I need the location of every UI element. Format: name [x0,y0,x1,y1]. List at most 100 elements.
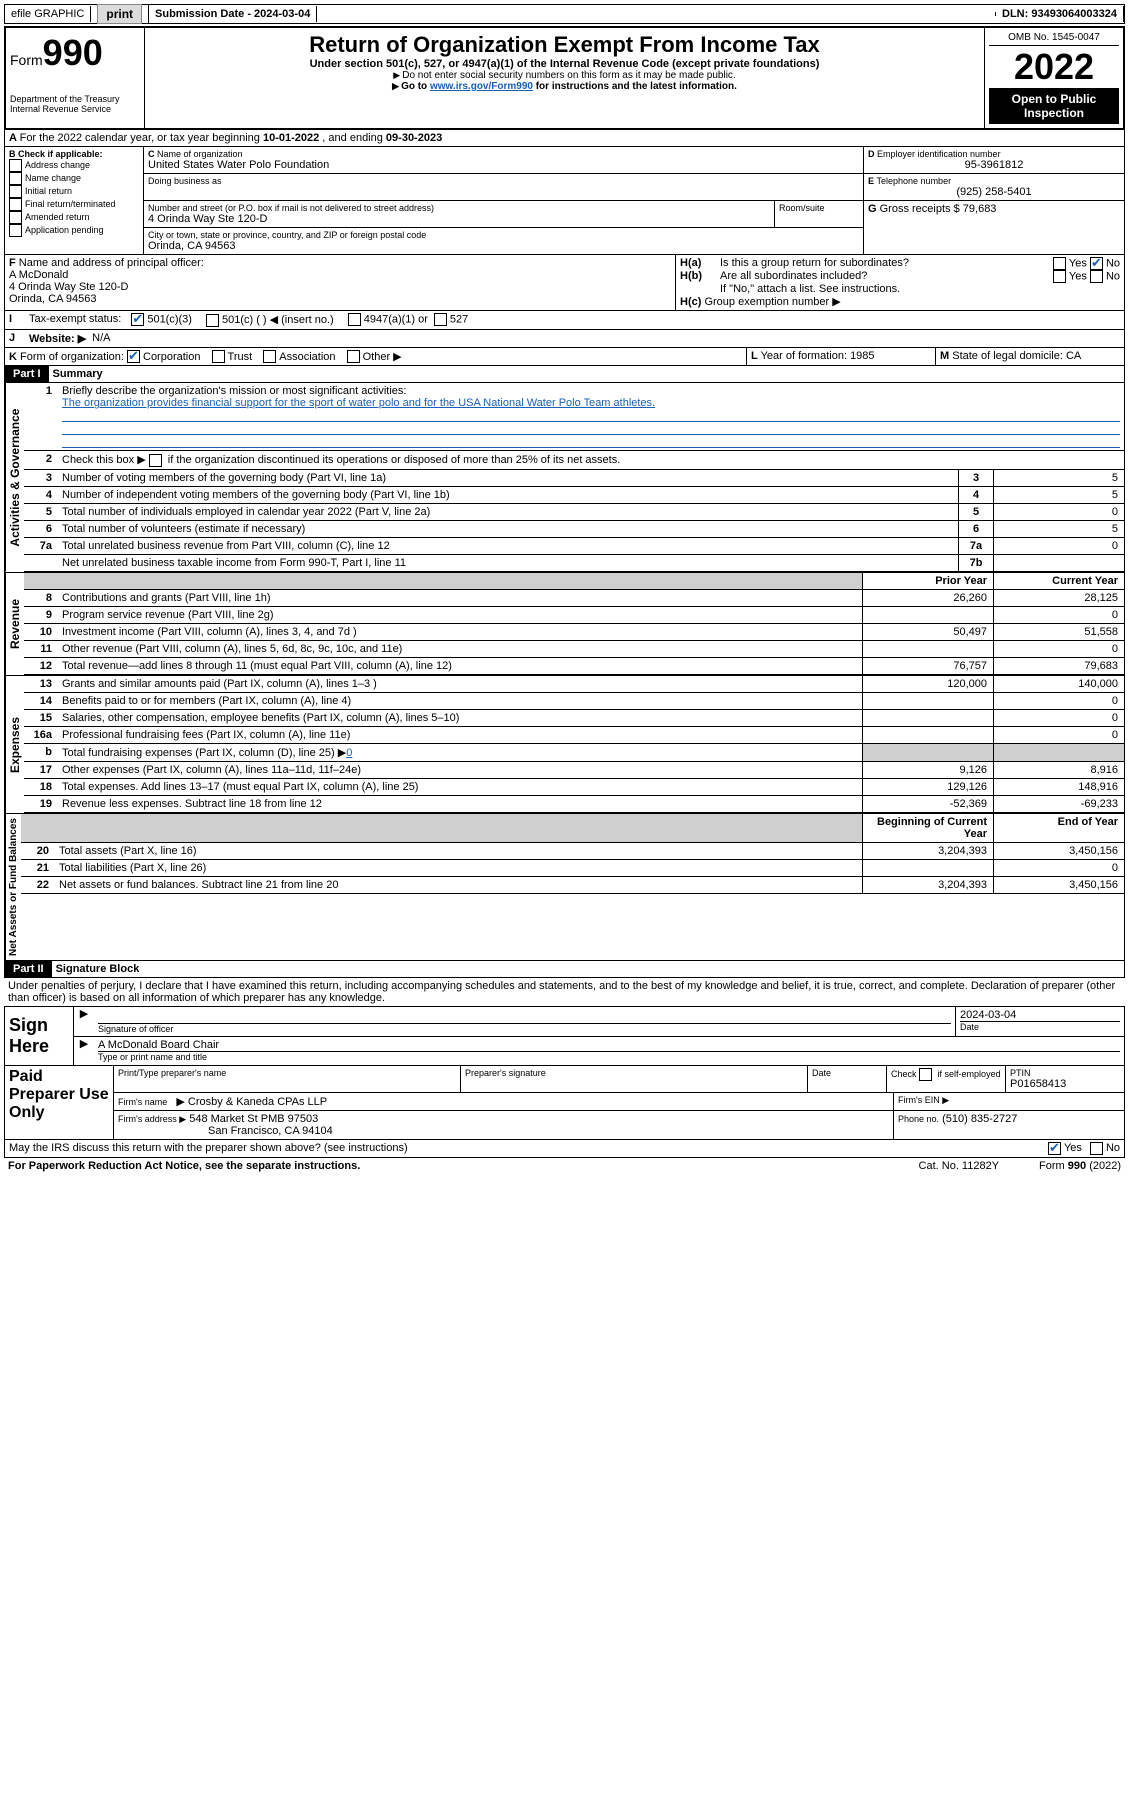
hc-label: Group exemption number ▶ [704,296,840,308]
line-i: I Tax-exempt status: 501(c)(3) 501(c) ( … [4,311,1125,330]
final-return-checkbox[interactable] [9,198,22,211]
l14: Benefits paid to or for members (Part IX… [58,692,863,709]
firm-ein-label: Firm's EIN ▶ [894,1093,1124,1110]
footer: For Paperwork Reduction Act Notice, see … [4,1158,1125,1174]
netassets-block: Net Assets or Fund Balances Beginning of… [4,814,1125,961]
officer-addr1: 4 Orinda Way Ste 120-D [9,281,671,293]
l16a: Professional fundraising fees (Part IX, … [58,726,863,743]
sign-here-label: Sign Here [5,1007,74,1065]
submission-date: Submission Date - 2024-03-04 [149,6,317,22]
irs-label: Internal Revenue Service [10,104,140,114]
year-formation: 1985 [850,350,874,362]
l12: Total revenue—add lines 8 through 11 (mu… [58,657,863,674]
date-label: Date [960,1021,1120,1032]
org-name: United States Water Polo Foundation [148,159,859,171]
v4: 5 [994,486,1125,503]
v7b [994,554,1125,571]
address-change-checkbox[interactable] [9,159,22,172]
l20: Total assets (Part X, line 16) [55,842,863,859]
application-pending-checkbox[interactable] [9,224,22,237]
part1-header: Part I Summary [4,366,1125,383]
e-label: Telephone number [877,176,952,186]
part1-title: Summary [49,366,107,382]
f-label: Name and address of principal officer: [19,257,204,269]
city: Orinda, CA 94563 [148,240,859,252]
b-label: Check if applicable: [18,149,103,159]
side-revenue: Revenue [5,573,24,675]
l2-checkbox[interactable] [149,454,162,467]
527-checkbox[interactable] [434,313,447,326]
sig-officer-label: Signature of officer [98,1024,951,1034]
ssn-note: Do not enter social security numbers on … [149,70,980,81]
room-label: Room/suite [779,203,859,213]
city-label: City or town, state or province, country… [148,230,859,240]
firm-name-label: Firm's name [118,1097,167,1107]
l6: Total number of volunteers (estimate if … [58,520,959,537]
firm-name: Crosby & Kaneda CPAs LLP [188,1096,327,1108]
part1-body: Activities & Governance 1 Briefly descri… [4,383,1125,573]
print-button[interactable]: print [97,4,142,24]
l-label: Year of formation: [761,350,847,362]
l5: Total number of individuals employed in … [58,503,959,520]
trust-checkbox[interactable] [212,350,225,363]
open-public: Open to Public Inspection [989,88,1119,124]
dept-treasury: Department of the Treasury [10,94,140,104]
prep-name-label: Print/Type preparer's name [118,1068,456,1078]
sign-here-block: Sign Here ▶ Signature of officer 2024-03… [4,1006,1125,1066]
officer-name-title: A McDonald Board Chair [98,1039,1120,1052]
dln: DLN: 93493064003324 [996,6,1124,22]
amended-return-checkbox[interactable] [9,211,22,224]
hdr-end: End of Year [994,814,1125,843]
discuss-yes-checkbox[interactable] [1048,1142,1061,1155]
hb-no-checkbox[interactable] [1090,270,1103,283]
irs-link[interactable]: www.irs.gov/Form990 [430,81,533,92]
l3: Number of voting members of the governin… [58,469,959,486]
line-klm: K Form of organization: Corporation Trus… [4,348,1125,367]
sig-date: 2024-03-04 [960,1009,1120,1021]
part2-header: Part II Signature Block [4,961,1125,978]
gross-receipts: 79,683 [963,203,997,215]
other-checkbox[interactable] [347,350,360,363]
top-bar: efile GRAPHIC print Submission Date - 20… [4,4,1125,24]
form-foot: Form 990 (2022) [1039,1160,1121,1172]
omb-number: OMB No. 1545-0047 [989,32,1119,46]
l10: Investment income (Part VIII, column (A)… [58,623,863,640]
hb-note: If "No," attach a list. See instructions… [680,283,1120,295]
initial-return-checkbox[interactable] [9,185,22,198]
part2-title: Signature Block [52,961,144,977]
entity-block: B Check if applicable: Address change Na… [4,147,1125,255]
officer-name: A McDonald [9,269,671,281]
self-employed-checkbox[interactable] [919,1068,932,1081]
v5: 0 [994,503,1125,520]
m-label: State of legal domicile: [952,350,1063,362]
discuss-row: May the IRS discuss this return with the… [4,1140,1125,1158]
website: N/A [92,332,110,345]
firm-phone: (510) 835-2727 [942,1113,1017,1125]
ha-yes-checkbox[interactable] [1053,257,1066,270]
discuss-no-checkbox[interactable] [1090,1142,1103,1155]
domicile: CA [1066,350,1081,362]
hb-yes-checkbox[interactable] [1053,270,1066,283]
efile-label: efile GRAPHIC [5,6,91,22]
501c-checkbox[interactable] [206,314,219,327]
l16b-val: 0 [346,747,352,759]
dba-label: Doing business as [148,176,859,186]
ptin: P01658413 [1010,1078,1120,1090]
line-a: A For the 2022 calendar year, or tax yea… [4,130,1125,147]
ptin-label: PTIN [1010,1068,1120,1078]
4947-checkbox[interactable] [348,313,361,326]
name-change-checkbox[interactable] [9,172,22,185]
tax-year: 2022 [989,46,1119,88]
corp-checkbox[interactable] [127,350,140,363]
ein: 95-3961812 [868,159,1120,171]
l22: Net assets or fund balances. Subtract li… [55,876,863,893]
ha-no-checkbox[interactable] [1090,257,1103,270]
cat-no: Cat. No. 11282Y [919,1160,1000,1172]
paid-preparer-label: Paid Preparer Use Only [5,1066,114,1139]
paid-preparer-block: Paid Preparer Use Only Print/Type prepar… [4,1066,1125,1140]
assoc-checkbox[interactable] [263,350,276,363]
hdr-begin: Beginning of Current Year [863,814,994,843]
l19: Revenue less expenses. Subtract line 18 … [58,795,863,812]
501c3-checkbox[interactable] [131,313,144,326]
l1-text[interactable]: The organization provides financial supp… [62,397,655,409]
